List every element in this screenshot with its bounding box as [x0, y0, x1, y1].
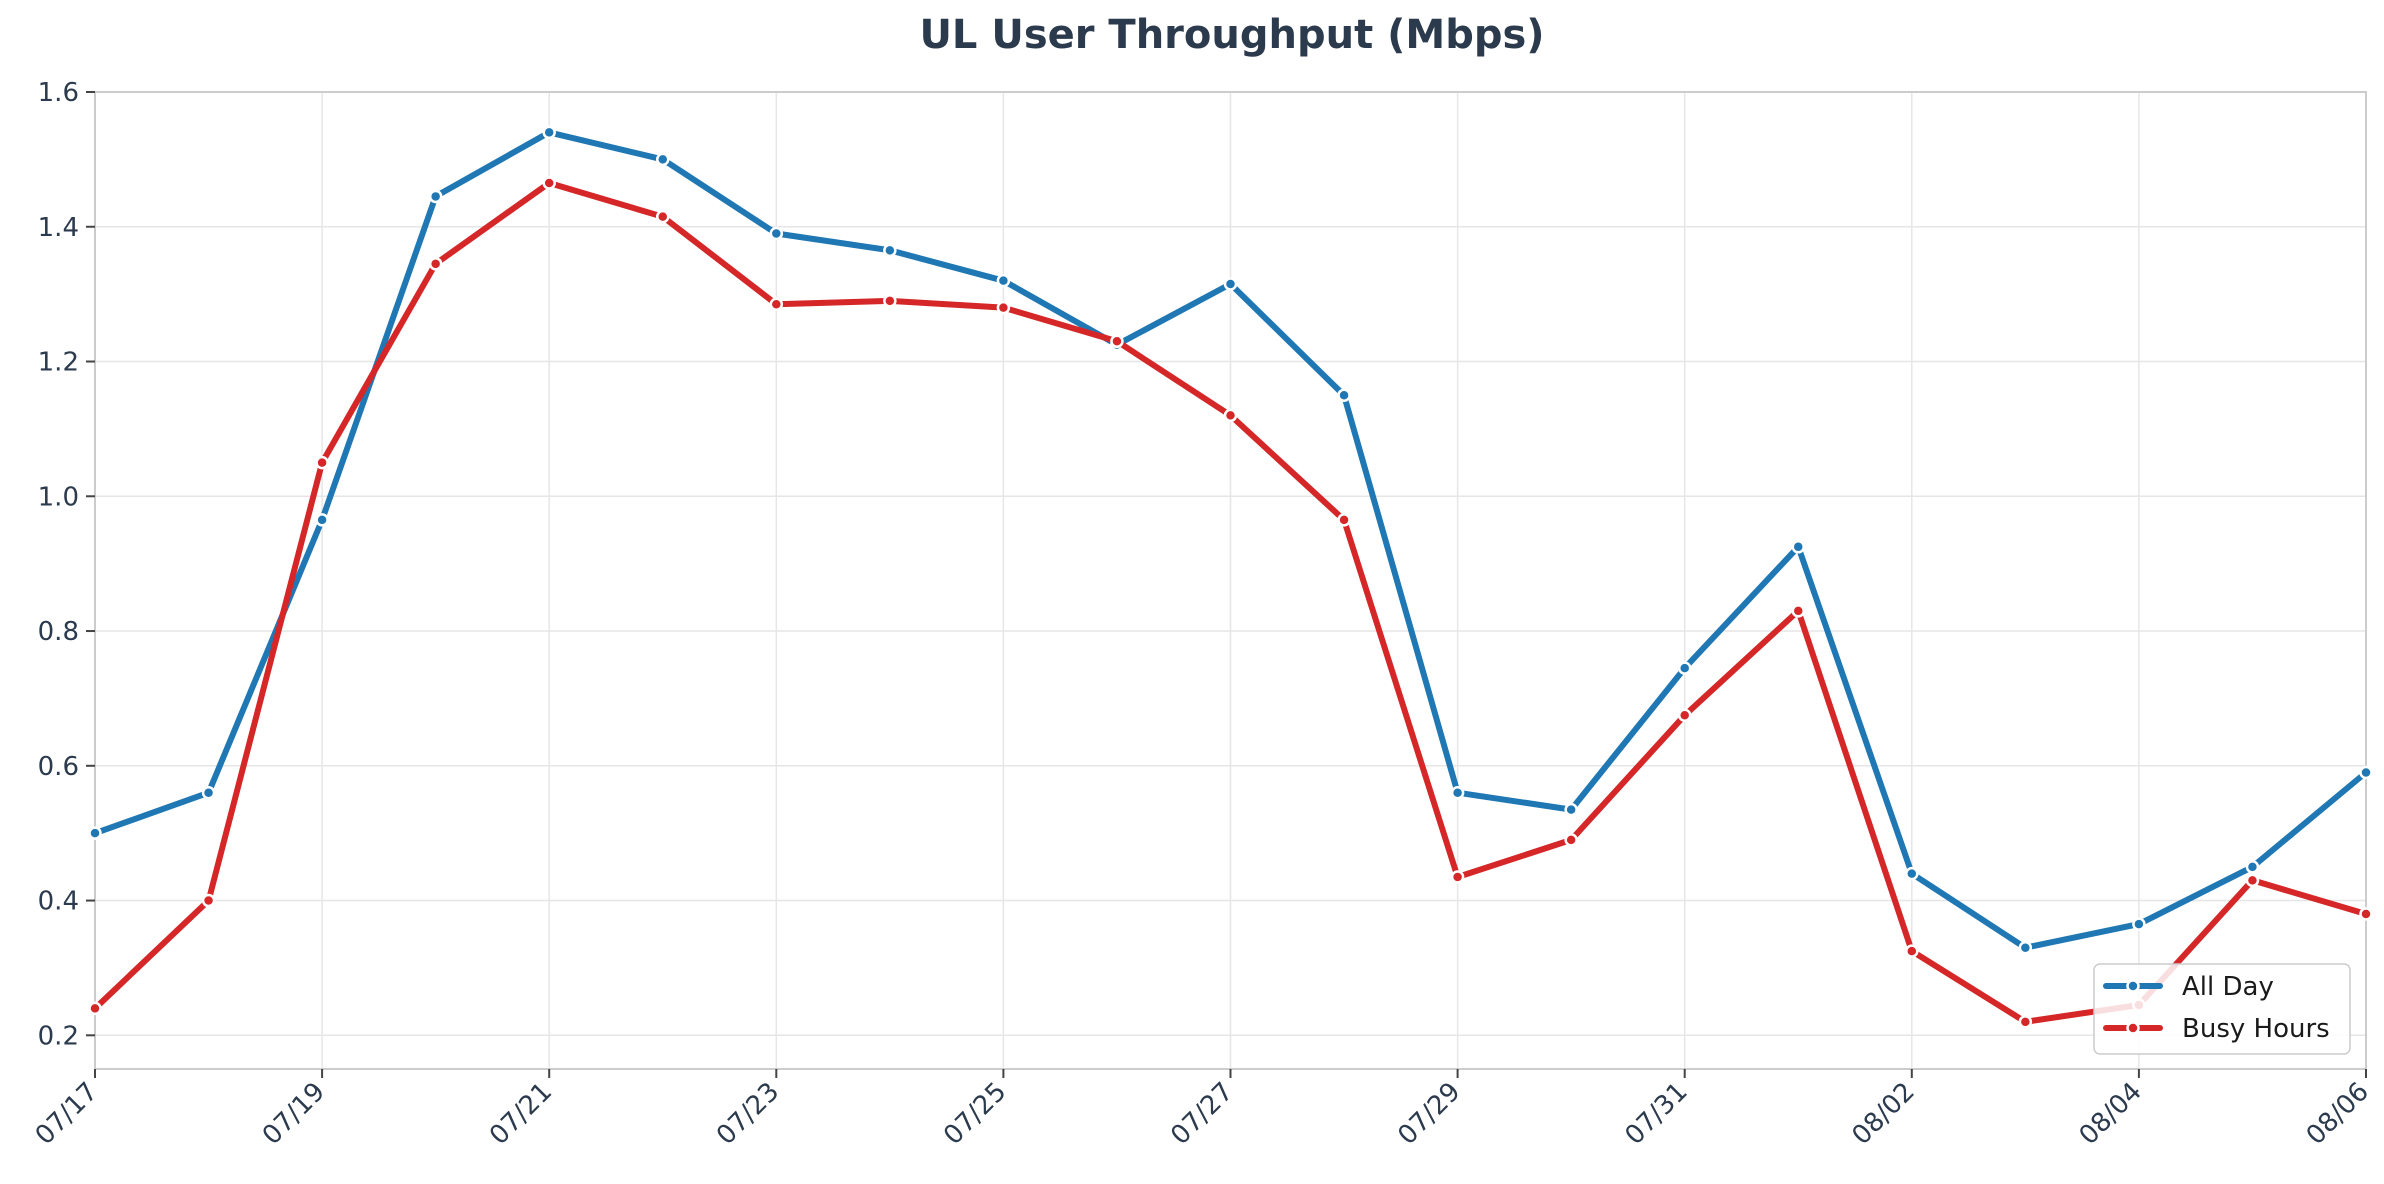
- data-point: [1450, 785, 1465, 800]
- data-point: [315, 513, 329, 527]
- y-tick-label: 1.0: [38, 482, 79, 512]
- data-point: [883, 294, 897, 308]
- legend-label: Busy Hours: [2182, 1014, 2330, 1044]
- grid-lines: [94, 91, 2367, 1069]
- x-tick-label: 08/04: [2074, 1077, 2148, 1151]
- data-point: [2245, 873, 2260, 888]
- data-point: [2245, 860, 2260, 874]
- data-point: [2018, 1015, 2033, 1029]
- data-point: [201, 785, 216, 800]
- x-tick-label: 07/23: [711, 1077, 785, 1151]
- data-point: [996, 300, 1011, 315]
- data-point: [769, 297, 784, 311]
- y-tick-label: 0.4: [38, 887, 79, 917]
- series-1: [88, 176, 2373, 1029]
- data-point: [769, 226, 784, 241]
- data-point: [2359, 907, 2373, 921]
- series-0: [88, 125, 2373, 955]
- data-point: [1791, 540, 1805, 554]
- y-tick-label: 0.6: [38, 752, 79, 782]
- data-point: [1337, 388, 1351, 402]
- data-point: [2132, 917, 2146, 931]
- data-point: [1791, 604, 1805, 618]
- x-tick-label: 07/17: [30, 1077, 104, 1151]
- data-point: [1564, 833, 1578, 847]
- data-point: [88, 1001, 102, 1016]
- legend: All Day Busy Hours: [2093, 963, 2351, 1055]
- series-layer: [88, 125, 2373, 1029]
- data-point: [1223, 408, 1238, 423]
- data-point: [883, 243, 897, 258]
- x-tick-label: 07/27: [1165, 1077, 1239, 1151]
- legend-swatch-marker: [2126, 979, 2140, 993]
- data-point: [1223, 277, 1238, 291]
- data-point: [2018, 940, 2033, 955]
- data-point: [542, 176, 556, 190]
- y-tick-label: 1.2: [38, 348, 79, 378]
- data-point: [1677, 661, 1692, 675]
- data-point: [428, 189, 443, 204]
- data-point: [1905, 944, 1919, 958]
- data-point: [1337, 513, 1351, 527]
- data-point: [88, 826, 102, 840]
- y-tick-label: 1.4: [38, 213, 79, 243]
- data-point: [1110, 334, 1124, 349]
- data-point: [201, 893, 216, 908]
- axes: 0.2 0.4 0.6 0.8 1.0 1.2 1.4 1.6 07/17 07/19 07/21 0…: [30, 78, 2375, 1151]
- data-point: [1450, 870, 1465, 884]
- x-tick-label: 08/02: [1847, 1077, 1921, 1151]
- legend-swatch-marker: [2126, 1021, 2140, 1035]
- data-point: [1677, 708, 1692, 723]
- data-point: [428, 257, 443, 271]
- data-point: [315, 455, 329, 470]
- data-point: [542, 125, 556, 140]
- data-point: [656, 209, 670, 224]
- y-tick-label: 1.6: [38, 78, 79, 108]
- x-tick-label: 08/06: [2301, 1077, 2375, 1151]
- data-point: [1564, 802, 1578, 817]
- x-tick-label: 07/25: [938, 1077, 1012, 1151]
- x-tick-label: 07/31: [1619, 1077, 1693, 1151]
- data-point: [1905, 866, 1919, 881]
- data-point: [2359, 765, 2373, 780]
- x-tick-label: 07/21: [484, 1077, 558, 1151]
- x-tick-label: 07/29: [1392, 1077, 1466, 1151]
- legend-label: All Day: [2182, 972, 2274, 1002]
- chart-title: UL User Throughput (Mbps): [919, 12, 1544, 58]
- y-tick-label: 0.2: [38, 1021, 79, 1051]
- data-point: [656, 152, 670, 167]
- legend-entry: Busy Hours: [2103, 1014, 2330, 1044]
- y-tick-label: 0.8: [38, 617, 79, 647]
- data-point: [996, 273, 1011, 288]
- legend-entry: All Day: [2103, 972, 2274, 1002]
- x-tick-label: 07/19: [257, 1077, 331, 1151]
